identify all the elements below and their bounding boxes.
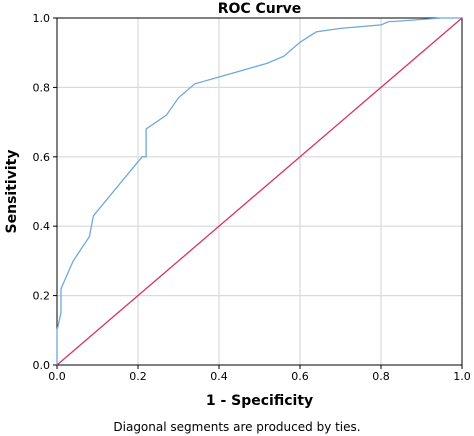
x-tick-label: 0.2 [129,370,147,383]
y-axis-ticks: 0.0 0.2 0.4 0.6 0.8 1.0 [33,12,57,372]
roc-curve-line [56,17,462,365]
y-axis-label: Sensitivity [4,150,20,234]
grid-lines [57,18,462,365]
chart-footnote: Diagonal segments are produced by ties. [113,420,360,434]
x-tick-label: 1.0 [453,370,471,383]
x-axis-ticks: 0.0 0.2 0.4 0.6 0.8 1.0 [48,365,471,383]
x-tick-label: 0.0 [48,370,66,383]
reference-diagonal-line [56,17,463,366]
x-tick-label: 0.6 [291,370,309,383]
y-tick-label: 1.0 [33,12,51,25]
y-tick-label: 0.6 [33,151,51,164]
x-tick-label: 0.8 [372,370,390,383]
y-tick-label: 0.0 [33,359,51,372]
chart-title: ROC Curve [218,1,302,17]
y-tick-label: 0.2 [33,290,51,303]
series-group [56,17,463,366]
y-tick-label: 0.4 [33,220,51,233]
x-axis-label: 1 - Specificity [206,393,313,409]
plot-frame [56,17,463,366]
x-tick-label: 0.4 [210,370,228,383]
y-tick-label: 0.8 [33,81,51,94]
